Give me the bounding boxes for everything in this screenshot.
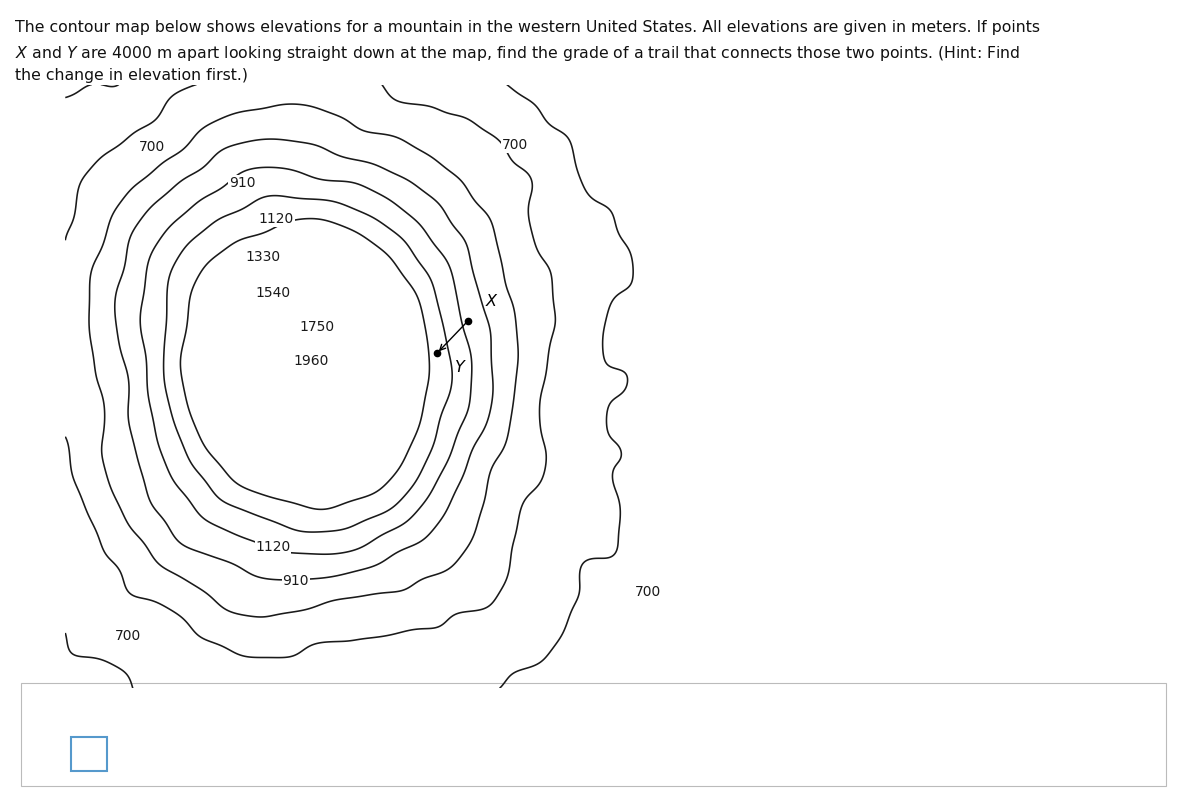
Text: 1960: 1960 [293,354,329,369]
Text: 1750: 1750 [299,320,335,334]
Text: is: is [36,733,49,748]
Text: 1120: 1120 [259,212,294,226]
Text: 1330: 1330 [246,250,281,264]
Text: 910: 910 [283,574,309,588]
Text: 700: 700 [635,584,661,599]
Text: The contour map below shows elevations for a mountain in the western United Stat: The contour map below shows elevations f… [15,20,1041,35]
Text: 700: 700 [139,140,165,155]
Text: 1120: 1120 [255,539,291,554]
Text: $Y$: $Y$ [455,359,466,375]
Text: The grade of the trail that connects the two points $X$ and $Y$, to the nearest : The grade of the trail that connects the… [36,697,785,716]
Text: $X$ and $Y$ are 4000 $\mathrm{m}$ apart looking straight down at the map, find t: $X$ and $Y$ are 4000 $\mathrm{m}$ apart … [15,44,1021,64]
Text: 700: 700 [502,138,528,152]
Text: %.: %. [110,733,131,748]
FancyBboxPatch shape [21,683,1166,786]
FancyBboxPatch shape [71,737,107,771]
Text: $X$: $X$ [485,293,499,309]
Text: the change in elevation first.): the change in elevation first.) [15,68,248,84]
Text: 1540: 1540 [255,286,291,300]
Text: 910: 910 [229,175,255,190]
Text: 700: 700 [115,629,141,643]
